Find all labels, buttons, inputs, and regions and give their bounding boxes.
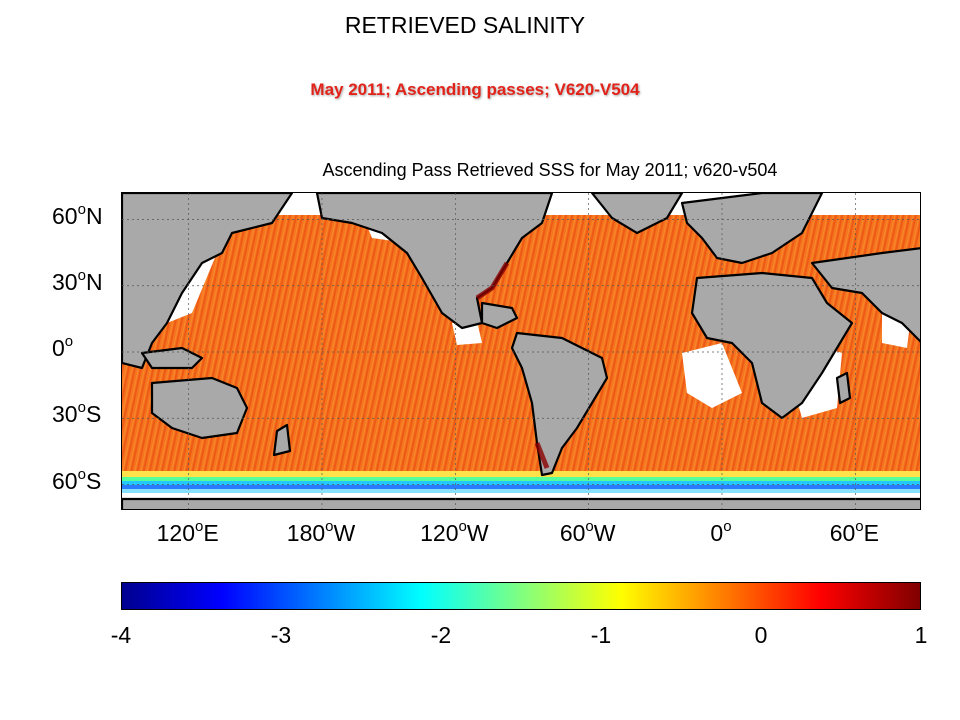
longitude-label: 120oW bbox=[420, 518, 489, 546]
longitude-label: 120oE bbox=[156, 518, 219, 546]
colorbar-tick-label: -3 bbox=[270, 622, 292, 648]
salinity-map bbox=[121, 192, 921, 510]
coastal-features bbox=[475, 261, 550, 469]
colorbar-tick-label: 1 bbox=[914, 622, 928, 648]
longitude-label: 180oW bbox=[286, 518, 356, 546]
slide-title: RETRIEVED SALINITY bbox=[344, 12, 586, 38]
gridlines bbox=[122, 193, 920, 509]
latitude-label: 30oN bbox=[52, 266, 103, 295]
latitude-label: 60oN bbox=[52, 200, 103, 229]
map-title: Ascending Pass Retrieved SSS for May 201… bbox=[322, 160, 778, 180]
longitude-label: 60oE bbox=[829, 518, 879, 546]
latitude-label: 60oS bbox=[52, 465, 102, 494]
longitude-label: 60oW bbox=[559, 518, 616, 546]
colorbar-tick-label: 0 bbox=[754, 622, 768, 648]
colorbar-tick-label: -1 bbox=[590, 622, 612, 648]
latitude-label: 0o bbox=[52, 333, 74, 361]
colorbar bbox=[121, 582, 921, 610]
southern-ocean-band bbox=[122, 471, 920, 493]
latitude-label: 30oS bbox=[52, 399, 102, 428]
longitude-label: 0o bbox=[710, 518, 732, 546]
colorbar-tick-label: -2 bbox=[430, 622, 452, 648]
slide-subtitle: May 2011; Ascending passes; V620-V504 bbox=[310, 80, 640, 99]
colorbar-tick-label: -4 bbox=[110, 622, 132, 648]
